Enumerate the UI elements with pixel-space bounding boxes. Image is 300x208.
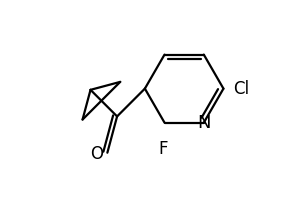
Text: Cl: Cl [233,80,249,98]
Text: O: O [90,145,103,163]
Text: N: N [197,114,211,132]
Text: F: F [158,140,168,158]
